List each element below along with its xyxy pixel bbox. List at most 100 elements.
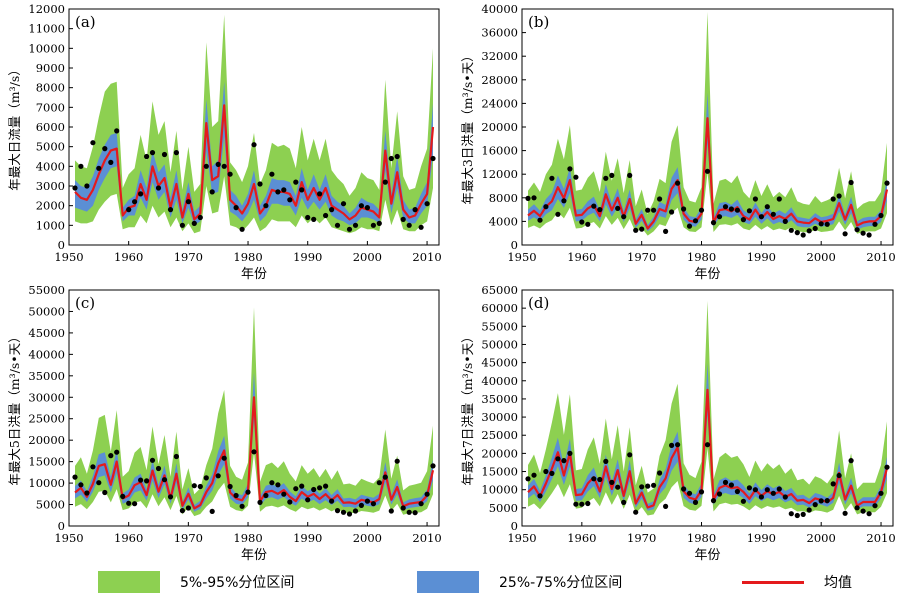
observed-point (311, 486, 317, 493)
observed-point (770, 211, 776, 217)
y-tick-label: 32000 (481, 49, 518, 63)
observed-point (818, 498, 824, 504)
observed-point (346, 226, 353, 232)
observed-point (167, 207, 174, 213)
observed-point (400, 505, 406, 511)
observed-point (555, 456, 561, 462)
observed-point (633, 227, 639, 233)
chart-panel-a: 0 1000 2000 3000 4000 5000 6000 7000 8000 9000 100… (7, 2, 442, 282)
x-tick-label: 2000 (353, 250, 382, 264)
observed-point (692, 218, 699, 224)
observed-point (161, 477, 168, 483)
observed-point (627, 452, 633, 458)
observed-point (710, 220, 717, 226)
y-tick-label: 60000 (481, 301, 518, 315)
x-tick-label: 2000 (353, 531, 382, 545)
x-tick-label: 1950 (54, 531, 83, 545)
observed-point (609, 479, 615, 485)
legend-label-green: 5%-95%分位区间 (180, 575, 295, 591)
y-tick-label: 55000 (481, 319, 518, 333)
observed-point (329, 207, 335, 213)
observed-point (376, 480, 382, 486)
observed-point (215, 161, 221, 167)
observed-point (740, 217, 747, 223)
observed-point (663, 228, 669, 234)
observed-point (776, 196, 782, 202)
y-tick-label: 25000 (481, 428, 518, 442)
y-tick-label: 8000 (36, 81, 65, 95)
band-25-75 (75, 81, 433, 226)
observed-point (382, 474, 388, 480)
x-tick-label: 1980 (687, 531, 716, 545)
observed-point (72, 474, 78, 480)
observed-point (227, 171, 233, 177)
observed-point (317, 485, 323, 491)
y-tick-label: 5000 (36, 140, 65, 154)
observed-point (758, 494, 765, 500)
observed-point (716, 491, 723, 497)
legend-item-green: 5%-95%分位区间 (98, 570, 294, 594)
observed-point (90, 464, 96, 470)
observed-point (138, 191, 144, 197)
observed-point (120, 493, 126, 499)
observed-point (621, 499, 627, 505)
y-tick-label: 10000 (28, 476, 65, 490)
chart-panel-b: 0 4000 8000 12000 16000 20000 24000 28000 32000 3… (460, 2, 896, 282)
observed-point (645, 207, 651, 213)
observed-point (537, 217, 543, 223)
observed-point (329, 498, 335, 504)
observed-point (84, 490, 90, 496)
observed-point (824, 221, 830, 227)
y-tick-label: 25000 (28, 412, 65, 426)
y-tick-label: 20000 (481, 120, 518, 134)
y-tick-label: 2000 (36, 199, 65, 213)
observed-point (525, 195, 531, 201)
y-tick-label: 30000 (28, 390, 65, 404)
observed-point (340, 201, 347, 207)
observed-point (567, 450, 573, 456)
observed-point (269, 480, 275, 486)
y-tick-label: 0 (511, 238, 518, 252)
observed-point (734, 207, 741, 213)
x-tick-label: 1990 (293, 531, 322, 545)
observed-point (251, 142, 257, 148)
observed-point (96, 165, 102, 171)
y-tick-label: 40000 (28, 347, 65, 361)
y-tick-label: 36000 (481, 26, 518, 40)
observed-point (191, 220, 197, 226)
y-tick-label: 4000 (36, 159, 65, 173)
observed-point (209, 189, 215, 195)
observed-point (126, 500, 132, 506)
observed-point (794, 512, 800, 519)
observed-point (418, 224, 424, 230)
y-tick-label: 40000 (481, 374, 518, 388)
observed-point (639, 226, 645, 232)
x-tick-label: 1980 (233, 531, 262, 545)
observed-point (794, 230, 800, 236)
observed-point (686, 223, 693, 229)
observed-point (860, 508, 866, 514)
observed-point (203, 475, 209, 481)
observed-point (884, 464, 890, 470)
observed-point (549, 470, 555, 476)
observed-point (728, 482, 735, 488)
y-tick-label: 9000 (36, 61, 65, 75)
panel-label: (a) (75, 13, 96, 31)
observed-point (848, 458, 854, 464)
observed-point (406, 509, 412, 515)
observed-point (406, 222, 412, 228)
observed-point (866, 511, 872, 517)
x-axis-title: 年份 (241, 267, 267, 282)
observed-point (293, 486, 299, 492)
observed-point (716, 214, 723, 220)
observed-point (245, 489, 251, 495)
observed-point (531, 472, 537, 478)
y-tick-label: 5000 (36, 498, 65, 512)
plot-frame (68, 289, 440, 527)
observed-point (358, 502, 364, 508)
observed-point (323, 212, 329, 219)
observed-point (621, 214, 627, 220)
observed-point (388, 508, 394, 514)
y-tick-label: 12000 (481, 167, 518, 181)
observed-point (836, 193, 842, 199)
